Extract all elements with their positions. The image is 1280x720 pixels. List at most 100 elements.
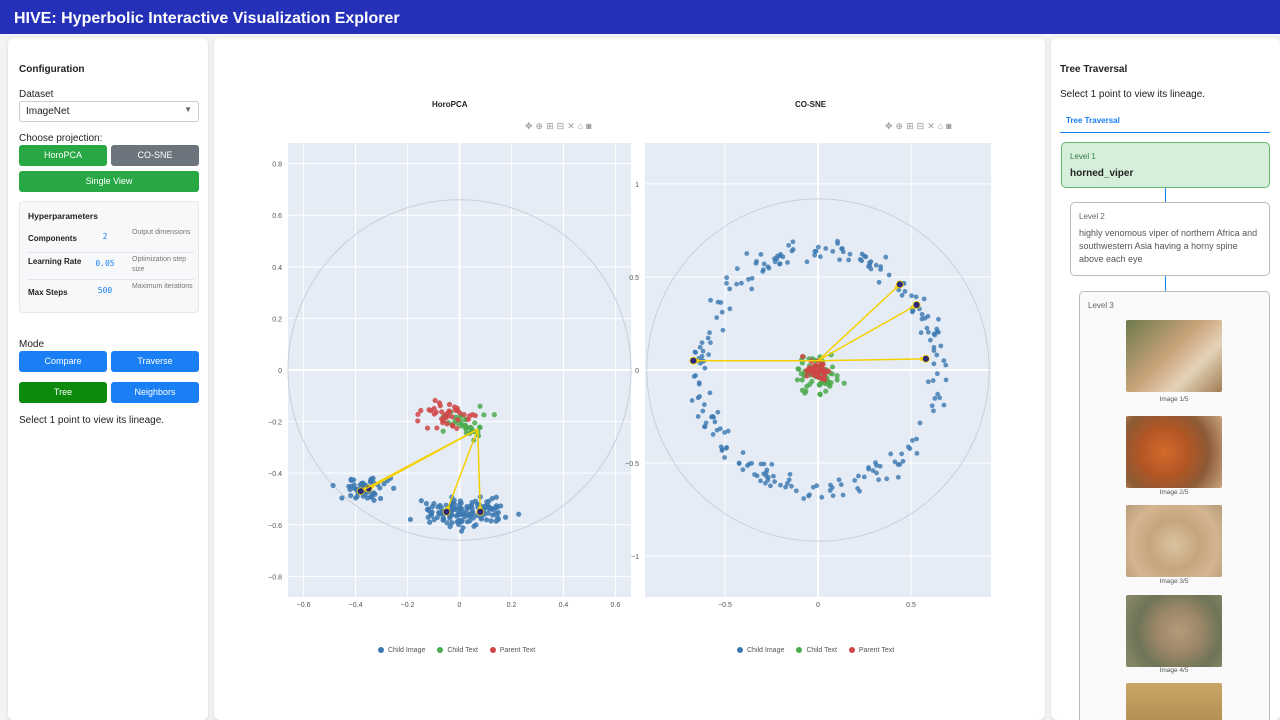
data-point — [789, 248, 795, 254]
data-point — [837, 257, 842, 263]
data-point — [932, 395, 938, 401]
horopca-button[interactable]: HoroPCA — [19, 145, 107, 166]
level3-card[interactable]: Level 3 Image 1/5 Image 2/5 Image 3/5 Im… — [1079, 291, 1270, 720]
data-point — [464, 503, 470, 510]
data-point — [817, 254, 823, 260]
zoom-plus-icon[interactable]: ⊞ — [546, 121, 557, 131]
data-point — [812, 252, 818, 258]
cosne-plot[interactable]: −0.5 0 0.5 1 0.5 0 −0.5 −1 — [622, 118, 1002, 618]
data-point — [714, 315, 720, 321]
data-point — [449, 414, 455, 420]
data-point — [760, 269, 766, 274]
single-view-button[interactable]: Single View — [19, 171, 199, 192]
level1-card[interactable]: Level 1 horned_viper — [1061, 142, 1270, 188]
legend-label[interactable]: Child Text — [806, 647, 837, 654]
data-point — [438, 505, 444, 511]
data-point — [874, 463, 879, 468]
viper-thumbnail[interactable] — [1126, 595, 1222, 667]
camera-icon[interactable]: ◙ — [946, 121, 955, 131]
data-point — [719, 309, 725, 315]
data-point — [695, 414, 701, 419]
data-point — [931, 348, 937, 354]
legend-label[interactable]: Child Image — [388, 647, 426, 654]
horopca-legend: Child Image Child Text Parent Text — [368, 647, 535, 654]
data-point — [846, 257, 852, 263]
hyperparam-value[interactable]: 2 — [102, 232, 108, 241]
x-tick-label: 0 — [816, 602, 820, 609]
legend-label[interactable]: Parent Text — [499, 647, 536, 654]
data-point — [847, 251, 853, 257]
data-point — [718, 444, 724, 450]
neighbors-button[interactable]: Neighbors — [111, 382, 199, 403]
data-point — [873, 262, 879, 268]
zoom-in-icon[interactable]: ⊕ — [895, 121, 907, 131]
data-point — [749, 460, 755, 466]
data-point — [888, 451, 894, 457]
data-point — [354, 493, 360, 500]
data-point — [707, 330, 712, 336]
data-point — [483, 517, 490, 523]
data-point — [817, 381, 823, 387]
data-point — [749, 275, 755, 281]
autoscale-icon[interactable]: ✕ — [567, 121, 578, 131]
home-icon[interactable]: ⌂ — [577, 121, 587, 131]
lineage-arrow — [817, 358, 926, 362]
pan-icon[interactable]: ✥ — [525, 121, 536, 131]
zoom-plus-icon[interactable]: ⊞ — [906, 121, 917, 131]
data-point — [866, 465, 871, 470]
data-point — [426, 407, 432, 413]
data-point — [707, 390, 713, 396]
level2-label: Level 2 — [1079, 212, 1105, 221]
data-point — [724, 275, 730, 281]
data-point — [734, 281, 740, 287]
data-point — [715, 299, 721, 305]
data-point — [834, 373, 840, 379]
data-point — [770, 473, 776, 479]
x-tick-label: 0.4 — [559, 602, 569, 609]
data-point — [914, 450, 920, 456]
data-point — [705, 335, 711, 341]
compare-button[interactable]: Compare — [19, 351, 107, 372]
hyperparam-value[interactable]: 0.05 — [95, 259, 115, 268]
viper-thumbnail[interactable] — [1126, 505, 1222, 577]
home-icon[interactable]: ⌂ — [937, 121, 947, 131]
autoscale-icon[interactable]: ✕ — [927, 121, 938, 131]
data-point — [780, 254, 786, 260]
level2-card[interactable]: Level 2 highly venomous viper of norther… — [1070, 202, 1270, 276]
zoom-minus-icon[interactable]: ⊟ — [556, 121, 568, 131]
data-point — [486, 504, 492, 510]
horopca-plot[interactable]: −0.6 −0.4 −0.2 0 0.2 0.4 0.6 0.8 0.6 0.4 0.2 0 −0.2 −… — [264, 118, 644, 618]
data-point — [702, 424, 708, 430]
legend-dot — [796, 647, 803, 653]
data-point — [381, 481, 387, 487]
pan-icon[interactable]: ✥ — [885, 121, 896, 131]
traverse-button[interactable]: Traverse — [111, 351, 199, 372]
tree-button[interactable]: Tree — [19, 382, 107, 403]
legend-label[interactable]: Parent Text — [858, 647, 895, 654]
camera-icon[interactable]: ◙ — [586, 121, 595, 131]
x-tick-label: −0.2 — [401, 602, 415, 609]
tab-tree-traversal[interactable]: Tree Traversal — [1066, 116, 1120, 125]
data-point — [838, 482, 844, 488]
level1-name: horned_viper — [1070, 168, 1134, 179]
legend-label[interactable]: Child Image — [747, 647, 785, 654]
viper-thumbnail[interactable] — [1126, 320, 1222, 392]
y-tick-label: 0.5 — [629, 275, 639, 282]
data-point — [812, 249, 818, 254]
zoom-in-icon[interactable]: ⊕ — [535, 121, 547, 131]
data-point — [431, 405, 437, 412]
legend-label[interactable]: Child Text — [447, 647, 478, 654]
mode-label: Mode — [19, 339, 45, 350]
viper-thumbnail[interactable] — [1126, 683, 1222, 720]
dataset-select[interactable]: ImageNet ▼ — [19, 101, 199, 122]
data-point — [754, 258, 759, 264]
cosne-button[interactable]: CO-SNE — [111, 145, 199, 166]
data-point — [447, 523, 453, 530]
zoom-minus-icon[interactable]: ⊟ — [916, 121, 928, 131]
data-point — [440, 428, 446, 434]
data-point — [883, 254, 889, 260]
hyperparam-value[interactable]: 500 — [97, 286, 113, 295]
data-point — [921, 296, 927, 302]
viper-thumbnail[interactable] — [1126, 416, 1222, 488]
data-point — [941, 402, 947, 408]
